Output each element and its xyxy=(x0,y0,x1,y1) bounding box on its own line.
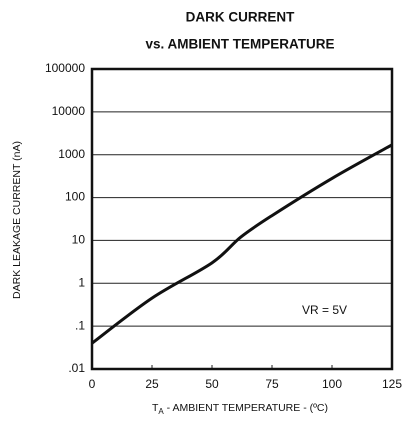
y-tick-label: .01 xyxy=(68,361,85,375)
plot-frame xyxy=(90,67,394,371)
x-tick-label: 0 xyxy=(89,377,96,391)
x-axis-label-part: - AMBIENT TEMPERATURE - (ºC) xyxy=(164,402,328,414)
y-tick-label: 1 xyxy=(78,275,85,289)
y-tick-label: 100000 xyxy=(45,61,85,75)
x-axis-label-sub: A xyxy=(158,407,164,416)
x-tick-label: 100 xyxy=(322,377,342,391)
y-tick-label: 100 xyxy=(65,190,85,204)
x-axis-label: TA - AMBIENT TEMPERATURE - (ºC) xyxy=(152,402,328,416)
x-tick-label: 50 xyxy=(205,377,219,391)
y-tick-label: 1000 xyxy=(58,147,85,161)
chart-title: DARK CURRENT xyxy=(186,10,295,25)
annotation: VR = 5V xyxy=(302,303,347,317)
y-tick-label: 10000 xyxy=(52,104,86,118)
chart-title: vs. AMBIENT TEMPERATURE xyxy=(145,37,334,52)
y-tick-label: 10 xyxy=(72,233,86,247)
y-axis-label: DARK LEAKAGE CURRENT (nA) xyxy=(11,141,23,299)
y-tick-label: .1 xyxy=(75,318,85,332)
x-axis-label-part: T xyxy=(152,402,159,414)
x-tick-label: 125 xyxy=(382,377,402,391)
data-line xyxy=(91,143,393,345)
x-tick-label: 25 xyxy=(145,377,159,391)
x-tick-label: 75 xyxy=(265,377,279,391)
